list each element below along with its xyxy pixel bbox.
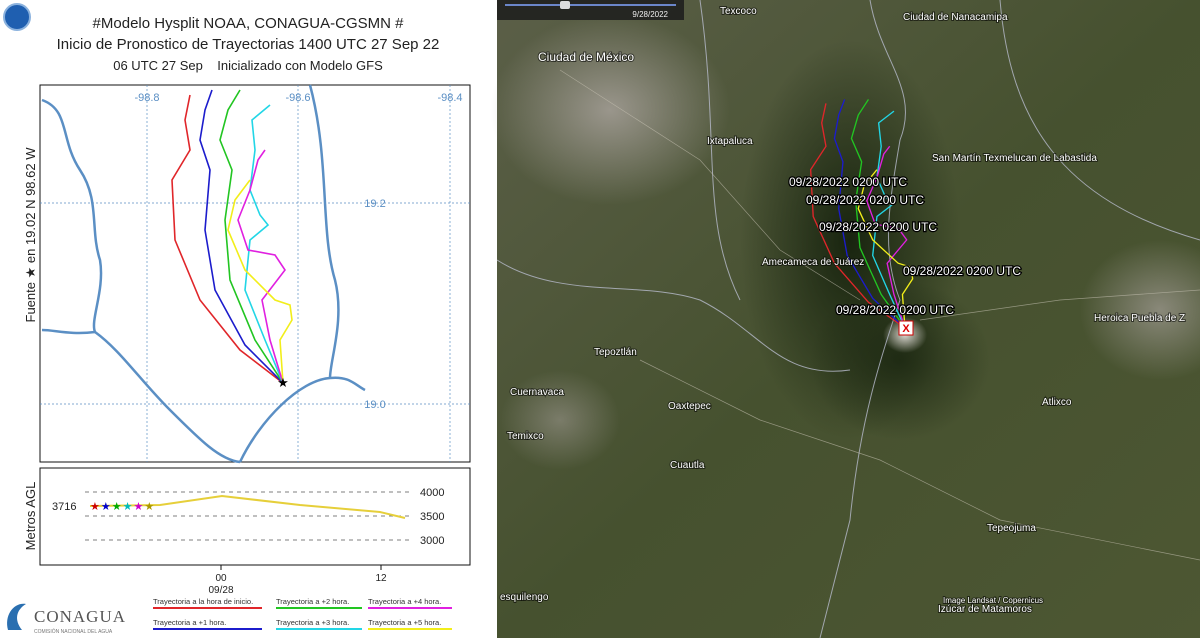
title: #Modelo Hysplit NOAA, CONAGUA-CGSMN # xyxy=(93,15,405,32)
conagua-logo xyxy=(7,603,26,630)
legend: Trayectoria a la hora de inicio. Trayect… xyxy=(153,597,452,630)
attribution: Image Landsat / Copernicus xyxy=(943,596,1043,605)
logo-subtext: COMISIÓN NACIONAL DEL AGUA xyxy=(34,628,113,635)
place-label: Heroica Puebla de Z xyxy=(1094,313,1185,324)
legend-label: Trayectoria a la hora de inicio. xyxy=(153,597,253,606)
roads xyxy=(559,69,1200,561)
lon-label: -98.6 xyxy=(285,92,310,104)
urban-area xyxy=(490,15,730,205)
slider-thumb[interactable] xyxy=(560,1,570,9)
hysplit-panel: #Modelo Hysplit NOAA, CONAGUA-CGSMN # In… xyxy=(0,0,497,638)
place-label: Oaxtepec xyxy=(668,401,711,412)
volcanic-ridge xyxy=(810,280,990,440)
time-label: 00 xyxy=(215,573,227,584)
height-trace xyxy=(89,494,406,519)
place-label: esquilengo xyxy=(500,592,549,603)
place-label: San Martín Texmelucan de Labastida xyxy=(932,153,1097,164)
urban-area xyxy=(1080,240,1200,380)
init-line: 06 UTC 27 Sep Inicializado con Modelo GF… xyxy=(113,58,383,73)
place-label: Ciudad de Nanacamipa xyxy=(903,12,1008,23)
admin-borders xyxy=(496,0,1200,638)
slider-date: 9/28/2022 xyxy=(632,10,668,19)
legend-label: Trayectoria a +2 hora. xyxy=(276,597,349,606)
lat-label: 19.2 xyxy=(364,198,385,210)
trajectory-label: 09/28/2022 0200 UTC xyxy=(819,220,937,234)
place-label: Amecameca de Juárez xyxy=(762,257,864,268)
place-label: Ixtapaluca xyxy=(707,136,753,147)
place-label: Cuautla xyxy=(670,460,705,471)
place-label: Texcoco xyxy=(720,6,757,17)
height-label: 3000 xyxy=(420,535,444,547)
source-marker: X xyxy=(902,323,910,335)
urban-area xyxy=(500,370,620,470)
height-label: 4000 xyxy=(420,487,444,499)
subtitle: Inicio de Pronostico de Trayectorias 140… xyxy=(57,36,440,53)
place-label: Temixco xyxy=(507,431,544,442)
state-borders xyxy=(41,84,366,464)
lon-label: -98.8 xyxy=(134,92,159,104)
place-label: Tepeojuma xyxy=(987,523,1036,534)
noaa-logo xyxy=(3,3,31,31)
satellite-map: X 09/28/2022 0200 UTC 09/28/2022 0200 UT… xyxy=(490,0,1200,638)
place-label: Izúcar de Matamoros xyxy=(938,604,1032,615)
time-label: 12 xyxy=(375,573,387,584)
height-axis-label: Metros AGL xyxy=(23,482,38,551)
source-star: ★ xyxy=(277,375,289,390)
trajectory-label: 09/28/2022 0200 UTC xyxy=(836,303,954,317)
time-slider[interactable]: 9/28/2022 xyxy=(497,0,684,20)
lat-label: 19.0 xyxy=(364,399,385,411)
trajectory-label: 09/28/2022 0200 UTC xyxy=(806,193,924,207)
source-marker-box xyxy=(898,320,914,336)
start-height: 3716 xyxy=(52,501,76,513)
map-frame xyxy=(39,84,471,463)
trajectory-label: 09/28/2022 0200 UTC xyxy=(903,264,1021,278)
date-label: 09/28 xyxy=(208,585,233,596)
graticule xyxy=(40,85,470,462)
place-label: Ciudad de México xyxy=(538,50,634,64)
legend-label: Trayectoria a +4 hora. xyxy=(368,597,441,606)
legend-label: Trayectoria a +3 hora. xyxy=(276,618,349,627)
panel-bg xyxy=(0,0,497,638)
source-label: Fuente ★ en 19.02 N 98.62 W xyxy=(23,147,38,323)
height-frame xyxy=(39,467,471,566)
legend-label: Trayectoria a +1 hora. xyxy=(153,618,226,627)
height-stars: ★★★★★★ xyxy=(90,501,155,513)
place-label: Tepoztlán xyxy=(594,347,637,358)
trajectory-label: 09/28/2022 0200 UTC xyxy=(789,175,907,189)
place-label: Atlixco xyxy=(1042,397,1072,408)
logo-text: CONAGUA xyxy=(34,607,126,626)
lon-label: -98.4 xyxy=(437,92,462,104)
height-label: 3500 xyxy=(420,511,444,523)
legend-label: Trayectoria a +5 hora. xyxy=(368,618,441,627)
height-grid xyxy=(85,491,410,541)
place-label: Cuernavaca xyxy=(510,387,564,398)
